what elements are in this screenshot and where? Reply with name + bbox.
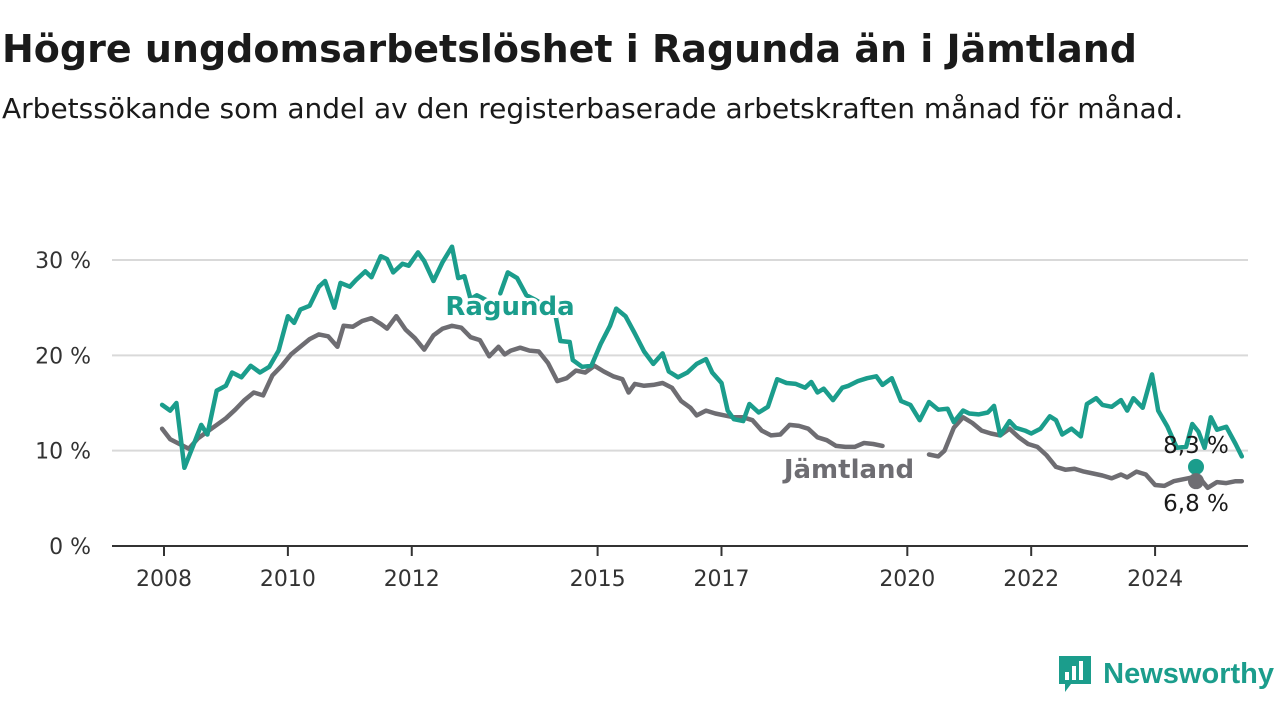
x-tick-label: 2017	[693, 567, 749, 592]
newsworthy-brand: Newsworthy	[1057, 654, 1274, 694]
x-tick-label: 2012	[384, 567, 440, 592]
y-tick-label: 0 %	[49, 535, 91, 560]
end-marker-jamtland	[1188, 473, 1204, 490]
end-marker-ragunda	[1188, 458, 1204, 475]
brand-name: Newsworthy	[1103, 657, 1274, 690]
x-tick-label: 2010	[260, 567, 316, 592]
newsworthy-logo-icon	[1059, 656, 1092, 692]
series-line-jamtland	[159, 313, 885, 452]
y-tick-label: 20 %	[35, 344, 91, 369]
x-tick-label: 2008	[136, 567, 192, 592]
x-axis: 2008 2010 2012 2015 2017 2020 2022 2024	[112, 545, 1248, 592]
series-label-ragunda: Ragunda	[445, 292, 574, 322]
chart-subtitle: Arbetssökande som andel av den registerb…	[2, 92, 1184, 125]
series-labels: 8,3 % 6,8 % Ragunda Jämtland	[442, 289, 1229, 517]
x-tick-label: 2015	[570, 567, 626, 592]
series-line-ragunda	[498, 270, 1245, 459]
end-label-ragunda: 8,3 %	[1163, 433, 1229, 459]
series-lines	[159, 244, 1245, 491]
x-tick-label: 2024	[1127, 567, 1183, 592]
series-line-ragunda	[159, 244, 503, 471]
x-tick-label: 2022	[1003, 567, 1059, 592]
chart-title: Högre ungdomsarbetslöshet i Ragunda än i…	[2, 27, 1137, 71]
x-tick-label: 2020	[879, 567, 935, 592]
end-label-jamtland: 6,8 %	[1163, 491, 1229, 517]
y-tick-label: 30 %	[35, 249, 91, 274]
y-axis-labels: 0 % 10 % 20 % 30 %	[35, 249, 91, 560]
y-tick-label: 10 %	[35, 440, 91, 465]
series-label-jamtland: Jämtland	[782, 455, 914, 485]
gridlines	[112, 259, 1248, 452]
